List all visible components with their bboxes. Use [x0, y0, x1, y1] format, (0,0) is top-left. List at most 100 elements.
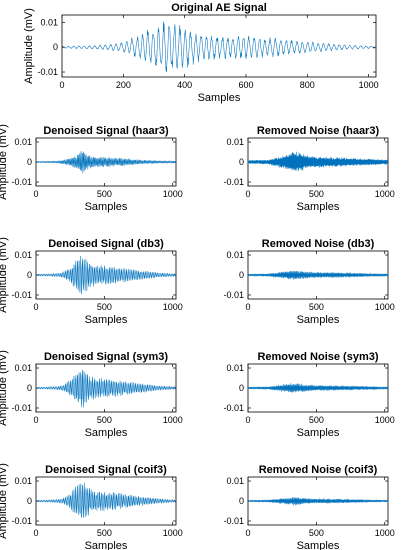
x-tick-label: 800: [300, 80, 315, 90]
y-tick-label: 0: [27, 157, 32, 167]
x-tick-label: 500: [309, 528, 324, 538]
x-tick-label: 600: [238, 80, 253, 90]
signal-line: [36, 369, 176, 408]
y-tick-label: 0.01: [226, 250, 244, 260]
x-tick-label: 0: [245, 189, 250, 199]
x-tick-label: 400: [177, 80, 192, 90]
y-tick-label: 0: [239, 383, 244, 393]
y-axis-label: Amplitude (mV): [0, 237, 9, 313]
x-tick-label: 1000: [375, 189, 395, 199]
x-tick-label: 500: [309, 302, 324, 312]
x-tick-label: 1000: [375, 302, 395, 312]
x-tick-label: 1000: [375, 415, 395, 425]
signal-line: [36, 255, 176, 295]
x-tick-label: 500: [97, 189, 112, 199]
y-tick-label: -0.01: [11, 516, 32, 526]
y-axis-label: Amplitude (mV): [0, 350, 9, 426]
y-tick-label: 0.01: [14, 476, 32, 486]
y-tick-label: 0: [239, 270, 244, 280]
x-tick-label: 0: [33, 189, 38, 199]
x-tick-label: 500: [97, 302, 112, 312]
chart-title: Removed Noise (db3): [262, 238, 375, 250]
x-tick-label: 1000: [163, 302, 183, 312]
plot-area: [61, 14, 377, 78]
x-tick-label: 1000: [359, 80, 379, 90]
signal-line: [36, 151, 176, 174]
x-axis-label: Samples: [297, 427, 340, 439]
signal-line: [248, 383, 388, 393]
y-tick-label: 0: [27, 496, 32, 506]
y-tick-label: -0.01: [223, 290, 244, 300]
chart-title: Denoised Signal (db3): [48, 238, 164, 250]
x-tick-label: 1000: [163, 189, 183, 199]
y-axis-label: Amplitude (mV): [23, 8, 35, 84]
signal-line: [62, 21, 376, 73]
y-tick-label: 0.01: [14, 137, 32, 147]
y-tick-label: 0: [239, 496, 244, 506]
y-tick-label: 0.01: [14, 250, 32, 260]
x-tick-label: 1000: [375, 528, 395, 538]
y-axis-label: Amplitude (mV): [0, 463, 9, 539]
y-tick-label: 0.01: [226, 363, 244, 373]
x-tick-label: 0: [33, 415, 38, 425]
x-axis-label: Samples: [85, 201, 128, 213]
y-tick-label: -0.01: [37, 67, 58, 77]
y-tick-label: -0.01: [11, 290, 32, 300]
x-axis-label: Samples: [85, 314, 128, 326]
y-tick-label: 0.01: [226, 137, 244, 147]
x-axis-label: Samples: [198, 92, 241, 104]
signal-line: [248, 270, 388, 280]
x-tick-label: 500: [97, 415, 112, 425]
x-axis-label: Samples: [297, 201, 340, 213]
chart-title: Removed Noise (sym3): [257, 351, 378, 363]
x-tick-label: 500: [309, 415, 324, 425]
y-axis-label: Amplitude (mV): [0, 124, 9, 200]
chart-title: Removed Noise (haar3): [257, 125, 380, 137]
signal-line: [248, 151, 388, 172]
y-tick-label: -0.01: [11, 177, 32, 187]
chart-title: Denoised Signal (haar3): [43, 125, 169, 137]
x-axis-label: Samples: [85, 540, 128, 550]
y-tick-label: 0: [27, 270, 32, 280]
y-tick-label: 0: [27, 383, 32, 393]
x-tick-label: 0: [245, 528, 250, 538]
x-tick-label: 0: [59, 80, 64, 90]
x-tick-label: 500: [97, 528, 112, 538]
y-tick-label: 0: [53, 42, 58, 52]
signal-line: [36, 482, 176, 518]
x-tick-label: 1000: [163, 415, 183, 425]
y-tick-label: 0: [239, 157, 244, 167]
y-tick-label: 0.01: [14, 363, 32, 373]
x-tick-label: 500: [309, 189, 324, 199]
x-tick-label: 0: [245, 302, 250, 312]
x-tick-label: 200: [116, 80, 131, 90]
y-tick-label: 0.01: [226, 476, 244, 486]
x-tick-label: 1000: [163, 528, 183, 538]
chart-title: Removed Noise (coif3): [259, 464, 378, 476]
y-tick-label: -0.01: [11, 403, 32, 413]
y-tick-label: -0.01: [223, 403, 244, 413]
y-tick-label: -0.01: [223, 177, 244, 187]
x-axis-label: Samples: [85, 427, 128, 439]
x-tick-label: 0: [33, 528, 38, 538]
chart-title: Denoised Signal (sym3): [44, 351, 168, 363]
x-axis-label: Samples: [297, 540, 340, 550]
x-tick-label: 0: [245, 415, 250, 425]
y-tick-label: 0.01: [40, 17, 58, 27]
x-tick-label: 0: [33, 302, 38, 312]
y-tick-label: -0.01: [223, 516, 244, 526]
x-axis-label: Samples: [297, 314, 340, 326]
chart-title: Denoised Signal (coif3): [45, 464, 167, 476]
signal-line: [248, 497, 388, 506]
chart-title: Original AE Signal: [171, 2, 267, 14]
